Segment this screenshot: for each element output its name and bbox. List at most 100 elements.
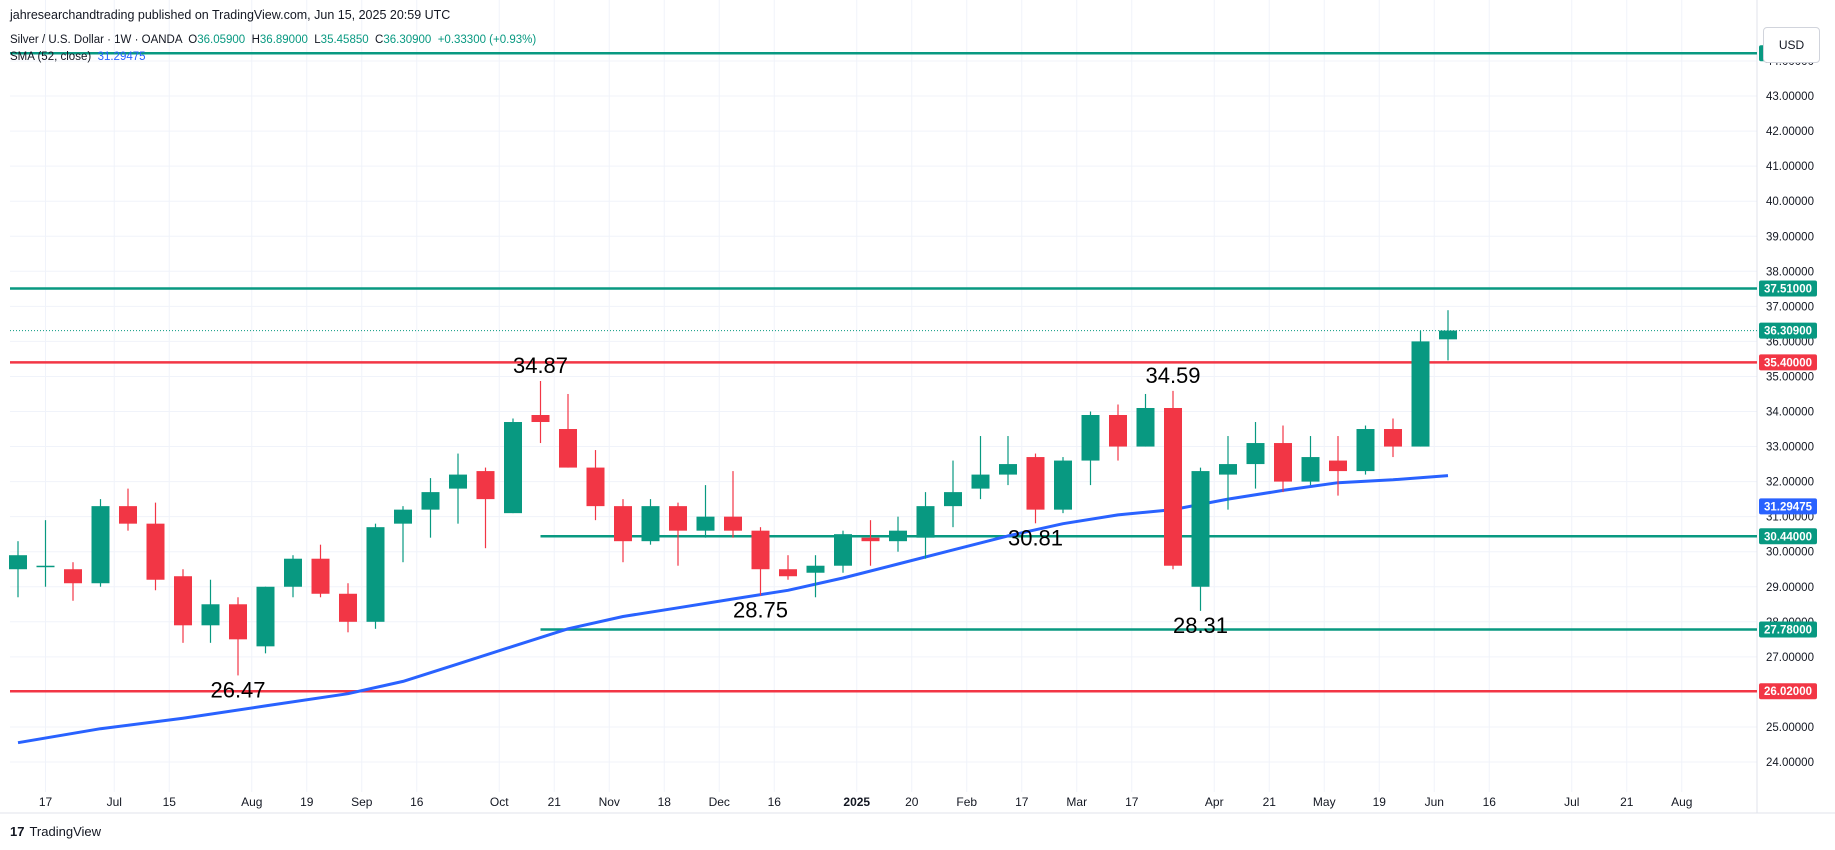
time-tick-label: 20 bbox=[905, 795, 919, 809]
sma-label: SMA (52, close) bbox=[10, 51, 92, 63]
price-annotation: 34.59 bbox=[1145, 363, 1200, 388]
candle-body bbox=[944, 492, 962, 507]
footer-brand[interactable]: 17 TradingView bbox=[10, 824, 101, 839]
time-tick-label: Nov bbox=[599, 795, 620, 809]
candle-body bbox=[834, 534, 852, 566]
time-tick-label: Jun bbox=[1425, 795, 1444, 809]
candle-body bbox=[146, 523, 165, 580]
candle-body bbox=[916, 506, 935, 538]
time-tick-label: 16 bbox=[410, 795, 424, 809]
price-annotation: 34.87 bbox=[513, 353, 568, 378]
candle-body bbox=[1109, 415, 1127, 447]
close-value: 36.30900 bbox=[383, 34, 432, 46]
price-tick-label: 37.00000 bbox=[1766, 301, 1814, 313]
candle-body bbox=[614, 506, 632, 542]
price-annotation: 28.75 bbox=[733, 598, 788, 623]
candle-body bbox=[421, 492, 440, 510]
candle-body bbox=[449, 474, 467, 489]
time-tick-label: 16 bbox=[1483, 795, 1497, 809]
published-info: jahresearchandtrading published on Tradi… bbox=[10, 8, 450, 22]
price-annotation: 30.81 bbox=[1008, 525, 1063, 550]
candle-body bbox=[1081, 415, 1100, 461]
sma-legend[interactable]: SMA (52, close) 31.29475 bbox=[10, 51, 146, 63]
candle-body bbox=[1274, 443, 1292, 482]
time-tick-label: Aug bbox=[1671, 795, 1692, 809]
candle-body bbox=[1439, 330, 1457, 340]
level-price-tag: 35.40000 bbox=[1764, 357, 1812, 369]
price-tick-label: 32.00000 bbox=[1766, 477, 1814, 489]
price-tick-label: 41.00000 bbox=[1766, 161, 1814, 173]
time-tick-label: 2025 bbox=[843, 795, 870, 809]
candle-body bbox=[779, 569, 797, 577]
candle-body bbox=[284, 558, 302, 587]
candle-body bbox=[256, 586, 275, 647]
time-tick-label: Apr bbox=[1205, 795, 1224, 809]
change-value: +0.33300 (+0.93%) bbox=[437, 34, 537, 46]
time-tick-label: Jul bbox=[1564, 795, 1579, 809]
candle-body bbox=[64, 569, 82, 584]
price-tick-label: 38.00000 bbox=[1766, 266, 1814, 278]
current-price-tag-bg bbox=[1759, 498, 1817, 515]
time-tick-label: Aug bbox=[241, 795, 262, 809]
price-tick-label: 34.00000 bbox=[1766, 407, 1814, 419]
candle-body bbox=[1301, 457, 1320, 482]
price-tick-label: 35.00000 bbox=[1766, 371, 1814, 383]
price-tick-label: 30.00000 bbox=[1766, 547, 1814, 559]
candle-body bbox=[806, 565, 825, 573]
candle-body bbox=[1329, 460, 1347, 472]
candle-body bbox=[1026, 457, 1045, 510]
level-price-tag-bg bbox=[1759, 683, 1817, 700]
candle-body bbox=[476, 471, 495, 500]
candle-body bbox=[1054, 460, 1072, 510]
candle-body bbox=[586, 467, 605, 507]
candle-body bbox=[36, 565, 55, 568]
candle-body bbox=[696, 516, 715, 531]
candle-body bbox=[751, 530, 770, 570]
price-tick-label: 31.00000 bbox=[1766, 512, 1814, 524]
currency-button[interactable]: USD bbox=[1763, 27, 1820, 63]
candle-body bbox=[1356, 429, 1375, 472]
price-tick-label: 29.00000 bbox=[1766, 582, 1814, 594]
symbol-name[interactable]: Silver / U.S. Dollar · 1W · OANDA bbox=[10, 34, 182, 46]
candle-body bbox=[1219, 464, 1237, 475]
candle-body bbox=[889, 530, 907, 542]
time-tick-label: Jul bbox=[107, 795, 122, 809]
candle-body bbox=[861, 537, 880, 542]
level-price-tag: 26.02000 bbox=[1764, 686, 1812, 698]
time-tick-label: 17 bbox=[39, 795, 53, 809]
time-tick-label: Sep bbox=[351, 795, 373, 809]
time-tick-label: 16 bbox=[768, 795, 782, 809]
level-price-tag-bg bbox=[1759, 621, 1817, 638]
candle-body bbox=[504, 422, 522, 514]
time-tick-label: 18 bbox=[658, 795, 672, 809]
tradingview-logo-icon: 17 bbox=[10, 824, 25, 839]
candle-body bbox=[1136, 407, 1155, 447]
price-annotation: 28.31 bbox=[1173, 613, 1228, 638]
candle-body bbox=[9, 555, 27, 570]
price-tick-label: 36.00000 bbox=[1766, 336, 1814, 348]
price-annotation: 26.47 bbox=[210, 677, 265, 702]
price-tick-label: 25.00000 bbox=[1766, 722, 1814, 734]
currency-label: USD bbox=[1778, 38, 1805, 52]
candle-body bbox=[311, 558, 330, 594]
candle-body bbox=[201, 604, 220, 626]
time-tick-label: 21 bbox=[1263, 795, 1277, 809]
high-value: 36.89000 bbox=[259, 34, 308, 46]
time-tick-label: 15 bbox=[163, 795, 177, 809]
candle-body bbox=[1246, 443, 1265, 465]
candle-body bbox=[999, 464, 1017, 475]
current-price-tag: 36.30900 bbox=[1764, 326, 1812, 338]
candle-body bbox=[669, 506, 687, 531]
time-tick-label: 19 bbox=[300, 795, 314, 809]
time-tick-label: 17 bbox=[1125, 795, 1139, 809]
candle-body bbox=[229, 604, 247, 640]
candle-body bbox=[91, 506, 110, 584]
price-tick-label: 27.00000 bbox=[1766, 652, 1814, 664]
level-price-tag-bg bbox=[1759, 280, 1817, 297]
high-label: H bbox=[251, 34, 260, 46]
current-price-tag-bg bbox=[1759, 322, 1817, 339]
price-tick-label: 43.00000 bbox=[1766, 91, 1814, 103]
sma-value: 31.29475 bbox=[97, 51, 146, 63]
time-tick-label: 17 bbox=[1015, 795, 1029, 809]
